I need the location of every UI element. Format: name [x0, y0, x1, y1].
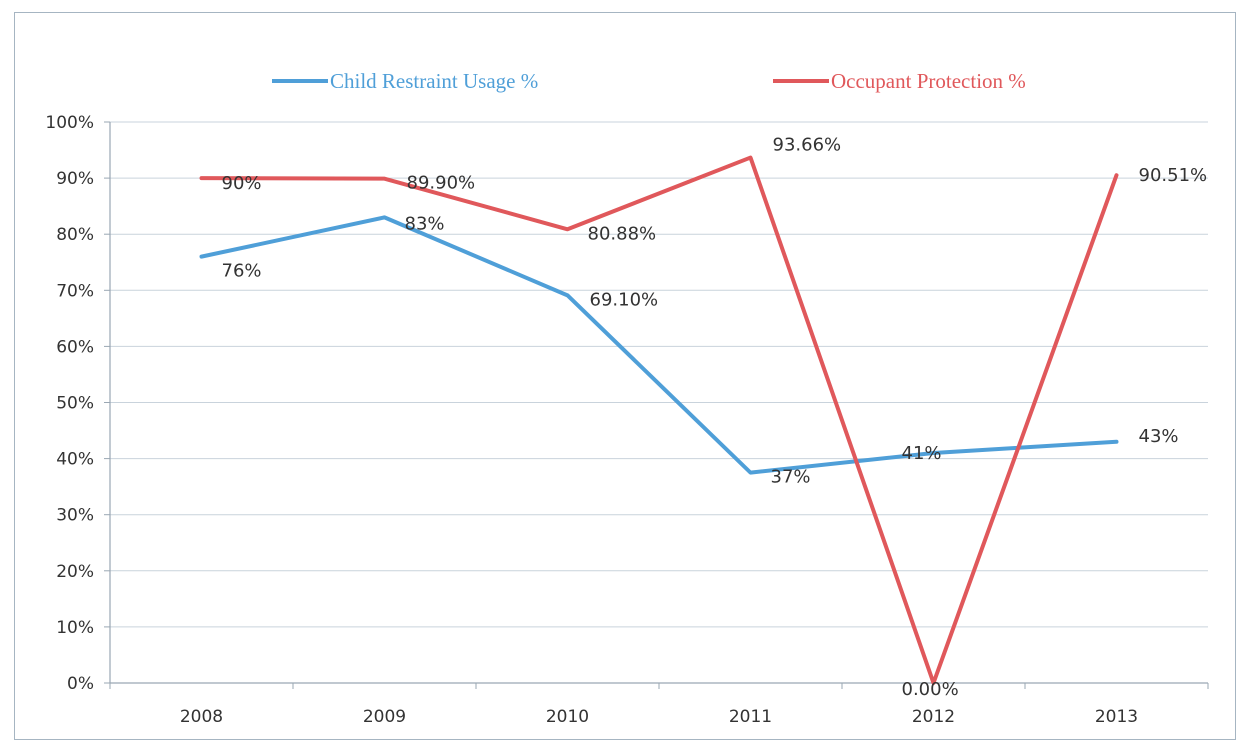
data-label: 0.00%	[902, 679, 959, 700]
y-tick-label: 100%	[45, 113, 94, 133]
data-label: 80.88%	[588, 223, 657, 244]
data-label: 76%	[222, 261, 262, 282]
series-lines	[199, 155, 1119, 685]
grid-lines	[110, 121, 1208, 684]
y-tick-label: 50%	[56, 394, 94, 414]
y-tick-label: 70%	[56, 281, 94, 301]
axes	[104, 121, 1209, 689]
series-line-2	[199, 155, 1119, 685]
y-tick-label: 0%	[67, 674, 94, 694]
series-line-1	[199, 215, 1119, 475]
x-tick-labels: 2008 2009 2010 2011 2012 2013	[180, 707, 1138, 727]
legend-label: Occupant Protection %	[831, 69, 1026, 93]
x-tick-label: 2012	[912, 707, 955, 727]
data-label: 41%	[902, 443, 942, 464]
y-tick-label: 60%	[56, 337, 94, 357]
y-tick-labels: 0% 10% 20% 30% 40% 50% 60% 70% 80% 90% 100%	[45, 113, 94, 694]
data-label: 89.90%	[407, 173, 476, 194]
data-labels: 76% 83% 69.10% 37% 41% 43% 90% 89.90% 80.88% 93.6…	[222, 135, 1208, 700]
legend-label: Child Restraint Usage %	[330, 69, 538, 93]
x-tick-label: 2008	[180, 707, 223, 727]
x-tick-label: 2010	[546, 707, 589, 727]
chart-frame	[14, 12, 1236, 740]
x-tick-label: 2013	[1095, 707, 1138, 727]
y-tick-label: 30%	[56, 506, 94, 526]
y-tick-label: 20%	[56, 562, 94, 582]
y-tick-label: 80%	[56, 225, 94, 245]
data-label: 90%	[222, 173, 262, 194]
x-tick-label: 2009	[363, 707, 406, 727]
x-tick-label: 2011	[729, 707, 772, 727]
data-label: 90.51%	[1139, 165, 1208, 186]
data-label: 69.10%	[590, 289, 659, 310]
data-label: 93.66%	[773, 135, 842, 156]
y-tick-label: 40%	[56, 450, 94, 470]
data-label: 37%	[771, 467, 811, 488]
y-tick-label: 90%	[56, 169, 94, 189]
legend: Child Restraint Usage % Occupant Protecti…	[272, 69, 1026, 93]
data-label: 83%	[405, 213, 445, 234]
y-tick-label: 10%	[56, 618, 94, 638]
data-label: 43%	[1139, 426, 1179, 447]
